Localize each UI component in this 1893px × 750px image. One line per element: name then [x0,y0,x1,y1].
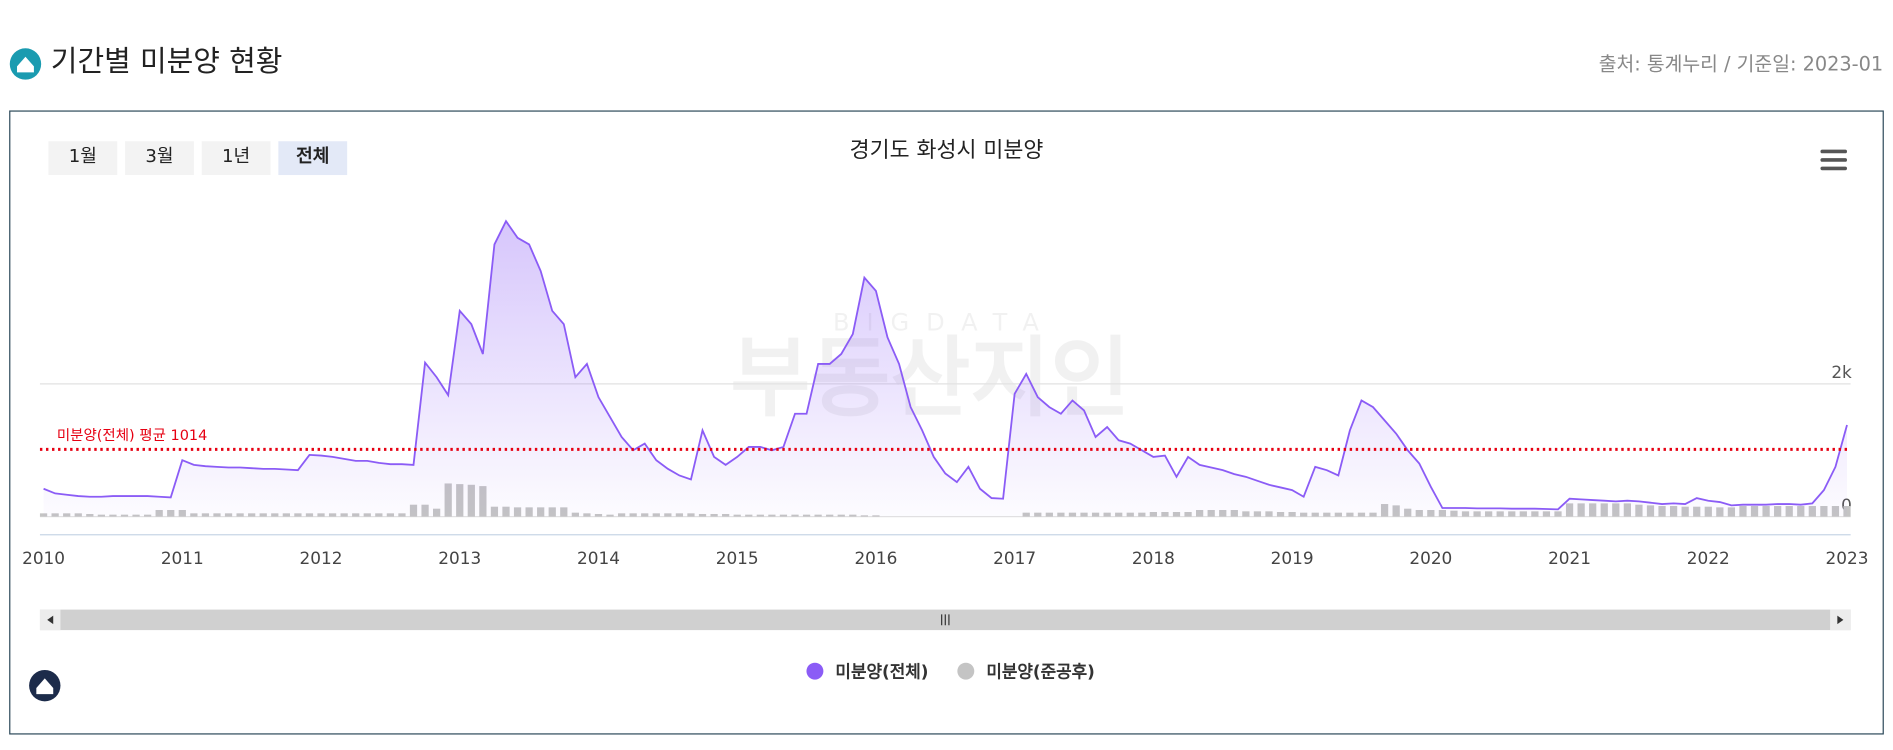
source: 출처: 통계누리 / 기준일: 2023-01 [1599,53,1883,76]
menu-bar[interactable] [1820,149,1848,154]
range-button[interactable] [278,141,348,176]
y-tick-label: 2k [1831,362,1852,382]
range-button-label[interactable]: 1년 [222,146,250,167]
chart-title: 경기도 화성시 미분양 [850,138,1044,163]
x-tick-label: 2023 [1826,548,1869,568]
range-button[interactable] [125,141,194,176]
arrow-right [1837,615,1844,625]
x-tick-label: 2015 [716,548,759,568]
range-button[interactable] [48,141,118,176]
menu-bar[interactable] [1820,158,1848,162]
range-button-label[interactable]: 1월 [69,146,97,167]
x-tick-label: 2013 [438,548,481,568]
x-tick-label: 2017 [993,548,1036,568]
x-tick-label: 2012 [300,548,343,568]
x-tick-label: 2018 [1132,548,1175,568]
range-button-label[interactable]: 전체 [296,146,329,167]
range-button[interactable] [201,141,271,176]
line [43,219,1848,511]
x-tick-label: 2016 [854,548,897,568]
menu-bar[interactable] [1820,166,1848,171]
x-tick-label: 2010 [22,548,65,568]
average-label: 미분양(전체) 평균 1014 [57,427,208,444]
x-tick-label: 2019 [1271,548,1314,568]
x-tick-label: 2021 [1548,548,1591,568]
menu-button[interactable] [1820,149,1848,171]
area [43,221,1848,517]
page-title: 기간별 미분양 현황 [51,44,283,78]
legend-label[interactable]: 미분양(전체) [835,661,928,681]
title-icon-house [17,56,34,73]
x-tick-label: 2020 [1409,548,1452,568]
legend-swatch[interactable] [957,662,975,680]
x-tick-label: 2014 [577,548,620,568]
x-tick-label: 2022 [1687,548,1730,568]
logo-house [36,678,54,695]
arrow-left [47,615,54,625]
legend-swatch[interactable] [806,662,824,680]
x-tick-label: 2011 [161,548,204,568]
legend-label[interactable]: 미분양(준공후) [986,661,1095,681]
scroll-grip [941,614,950,626]
range-button-label[interactable]: 3월 [145,146,173,167]
